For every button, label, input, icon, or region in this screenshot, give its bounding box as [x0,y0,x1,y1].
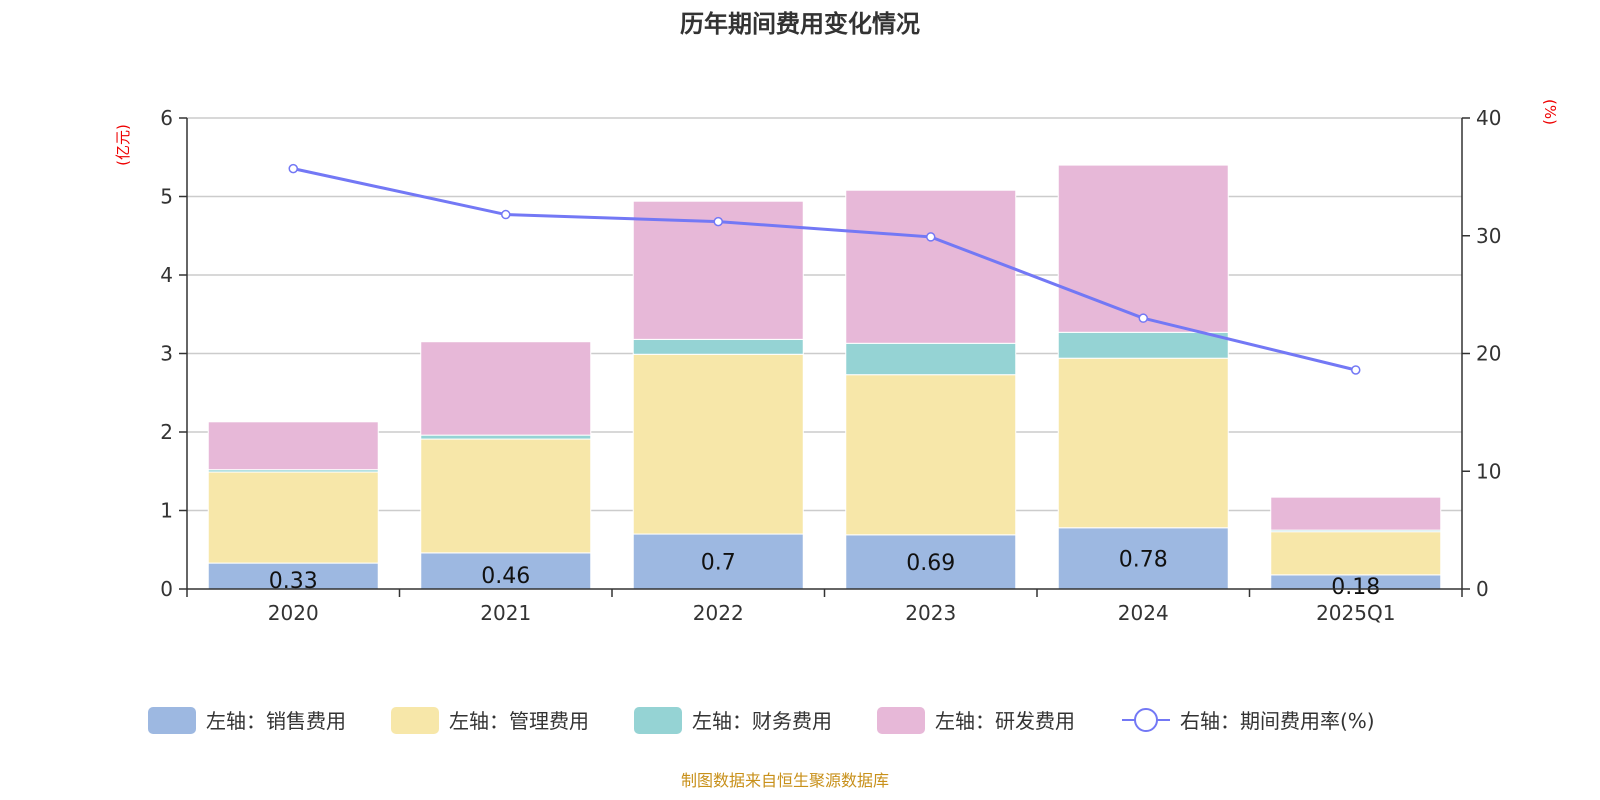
bar-segment [207,421,379,471]
bar-data-label: 0.78 [1119,547,1168,572]
legend-circle-icon [1134,708,1158,732]
left-tick-label: 1 [160,499,173,523]
chart-title: 历年期间费用变化情况 [680,10,920,38]
bar-data-label: 0.7 [701,551,736,576]
right-tick-label: 0 [1476,577,1489,601]
bar-segment [1057,331,1229,359]
bar-data-label: 0.33 [269,569,318,594]
legend-swatch [877,707,925,734]
bar-segment [420,341,592,436]
left-tick-label: 3 [160,342,173,366]
legend-label: 左轴：研发费用 [935,709,1075,733]
bar-segment [845,342,1017,376]
left-axis-unit: (亿元) [114,124,132,166]
left-tick-label: 4 [160,263,173,287]
bar-data-label: 0.69 [906,551,955,576]
x-tick-label: 2020 [268,601,319,625]
bar-data-label: 0.46 [481,564,530,589]
bar-segment [1270,496,1442,531]
left-tick-label: 0 [160,577,173,601]
legend-label: 左轴：销售费用 [206,709,346,733]
legend-label: 左轴：财务费用 [692,709,832,733]
legend-swatch [391,707,439,734]
bar-segment [1057,164,1229,333]
bar-data-label: 0.18 [1331,575,1380,600]
x-tick-label: 2023 [905,601,956,625]
x-tick-label: 2024 [1118,601,1169,625]
line-point [713,216,723,227]
x-tick-label: 2022 [693,601,744,625]
legend-label: 右轴：期间费用率(%) [1180,709,1375,733]
bar-segment [632,338,804,355]
expense-rate-line [292,167,1357,372]
bar-segment [1057,357,1229,529]
line-point [501,209,511,220]
legend-swatch [634,707,682,734]
right-tick-label: 20 [1476,342,1501,366]
legend-label: 左轴：管理费用 [449,709,589,733]
right-axis-unit: (%) [1541,99,1559,125]
right-tick-label: 10 [1476,459,1501,483]
bar-segment [845,374,1017,536]
x-tick-label: 2021 [480,601,531,625]
right-tick-label: 40 [1476,106,1501,130]
right-tick-label: 30 [1476,224,1501,248]
bar-segment [420,438,592,554]
bar-segment [632,353,804,535]
bar-segment [420,552,592,590]
left-tick-label: 2 [160,420,173,444]
x-tick-label: 2025Q1 [1316,601,1395,625]
line-point [1351,365,1361,375]
bar-segment [207,471,379,564]
bar-segment [845,189,1017,344]
legend-swatch [148,707,196,734]
line-point [1138,313,1148,323]
bar-segment [420,434,592,440]
line-point [926,232,936,242]
left-tick-label: 6 [160,106,173,130]
source-note: 制图数据来自恒生聚源数据库 [681,771,889,790]
bar-segment [1270,531,1442,576]
left-tick-label: 5 [160,185,173,209]
line-point [288,163,298,174]
